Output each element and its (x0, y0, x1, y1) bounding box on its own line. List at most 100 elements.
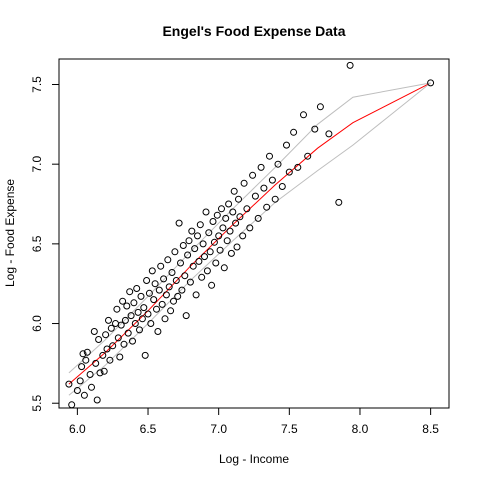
data-point (263, 203, 271, 211)
data-point (209, 218, 217, 225)
data-point (168, 269, 176, 276)
data-point (202, 208, 210, 216)
data-point (311, 125, 319, 133)
data-point (283, 141, 290, 149)
data-point (266, 152, 273, 160)
y-tick-label: 7.5 (30, 76, 44, 93)
data-point (83, 348, 91, 356)
data-point (218, 205, 225, 213)
x-tick-label: 6.5 (140, 422, 157, 436)
y-axis-title: Log - Food Expense (3, 179, 17, 287)
data-point (205, 229, 213, 237)
data-point (212, 259, 220, 267)
data-point (116, 353, 124, 361)
data-point (195, 257, 203, 265)
data-point (274, 160, 282, 168)
data-point (131, 320, 139, 327)
data-point (88, 383, 95, 391)
data-point (213, 211, 221, 219)
data-point (103, 345, 111, 353)
data-point (230, 187, 238, 195)
data-point (236, 213, 244, 221)
data-point (90, 328, 98, 335)
data-point (151, 280, 159, 288)
y-tick-label: 5.5 (30, 395, 44, 412)
plot-area-frame (58, 58, 450, 409)
data-point (196, 221, 204, 229)
data-point (124, 329, 132, 337)
data-point (113, 305, 121, 313)
data-point (225, 200, 233, 208)
data-point (346, 61, 354, 69)
data-point (222, 214, 230, 222)
data-point (246, 224, 254, 232)
band-line (68, 82, 431, 396)
x-tick-label: 8.5 (422, 422, 439, 436)
data-point (201, 253, 208, 261)
data-point (189, 262, 197, 270)
data-point (257, 163, 265, 171)
data-point (79, 350, 87, 358)
x-tick-label: 6.0 (69, 422, 86, 436)
chart-title: Engel's Food Expense Data (162, 23, 345, 39)
data-point (100, 367, 108, 375)
data-point (254, 214, 262, 222)
data-point (232, 219, 240, 227)
data-point (80, 391, 88, 399)
data-point (167, 307, 175, 315)
data-point (127, 312, 135, 320)
data-point (188, 227, 196, 235)
y-tick-label: 6.0 (30, 315, 44, 332)
data-point (335, 198, 343, 206)
data-point (220, 264, 228, 272)
data-point (136, 326, 143, 334)
data-point (185, 237, 193, 245)
data-point (107, 324, 115, 332)
data-point (192, 291, 200, 299)
data-point (170, 297, 177, 305)
data-point (93, 396, 101, 404)
data-point (86, 371, 94, 378)
data-point (206, 248, 214, 256)
data-point (175, 219, 183, 227)
data-point (145, 289, 153, 297)
data-point (150, 296, 158, 304)
data-point (325, 130, 333, 138)
data-point (271, 195, 279, 203)
data-point (203, 267, 211, 275)
data-point (294, 163, 302, 171)
data-point (229, 208, 237, 216)
data-point (227, 249, 235, 257)
data-point (226, 227, 234, 235)
data-point (144, 310, 152, 318)
data-point (133, 285, 141, 292)
data-point (191, 245, 199, 253)
data-point (198, 273, 206, 281)
data-point (239, 232, 247, 240)
data-point (181, 272, 189, 280)
data-point (73, 387, 81, 394)
data-point (199, 240, 207, 248)
data-point (137, 292, 145, 300)
data-point (285, 168, 293, 176)
data-point (186, 278, 194, 286)
data-point (240, 179, 248, 187)
data-point (177, 259, 184, 267)
data-point (155, 286, 163, 294)
data-point (171, 248, 179, 256)
data-point (140, 304, 148, 312)
data-point (162, 291, 170, 299)
data-point (243, 205, 251, 213)
data-point (235, 195, 242, 203)
data-point (102, 331, 110, 339)
data-point (260, 184, 268, 192)
data-point (109, 342, 117, 350)
data-point (233, 243, 241, 251)
data-point (157, 262, 165, 270)
data-point (117, 321, 125, 329)
data-point (210, 238, 218, 246)
data-point (316, 103, 324, 111)
data-point (65, 380, 73, 388)
data-point (143, 277, 151, 284)
data-point (208, 281, 216, 289)
